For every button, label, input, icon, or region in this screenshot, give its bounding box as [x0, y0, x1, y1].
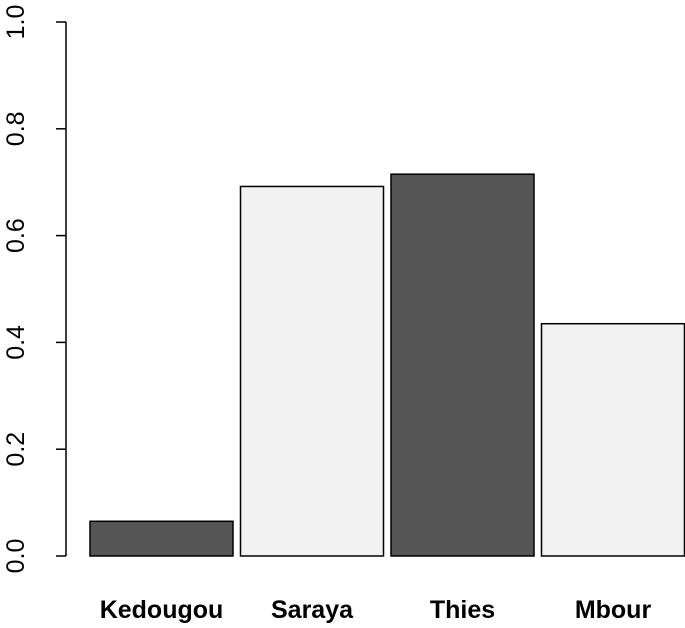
- bar-thies: [390, 173, 535, 557]
- bars-group: [89, 173, 685, 557]
- y-tick-label: 1.0: [2, 5, 30, 40]
- y-tick-label: 0.6: [2, 218, 30, 253]
- x-tick-label: Mbour: [575, 596, 652, 624]
- y-tick-label: 0.2: [2, 432, 30, 467]
- x-tick-label: Saraya: [271, 596, 354, 624]
- y-axis: 0.0 0.2 0.4 0.6 0.8 1.0: [2, 5, 67, 574]
- x-tick-label: Thies: [430, 596, 495, 624]
- y-tick-label: 0.8: [2, 111, 30, 146]
- bar-mbour: [540, 322, 685, 557]
- bar-kedougou: [89, 520, 234, 557]
- y-tick-label: 0.0: [2, 539, 30, 574]
- x-tick-label: Kedougou: [100, 596, 224, 624]
- bar-saraya: [239, 185, 385, 557]
- y-tick-label: 0.4: [2, 325, 30, 360]
- x-axis-labels: Kedougou Saraya Thies Mbour: [100, 596, 652, 624]
